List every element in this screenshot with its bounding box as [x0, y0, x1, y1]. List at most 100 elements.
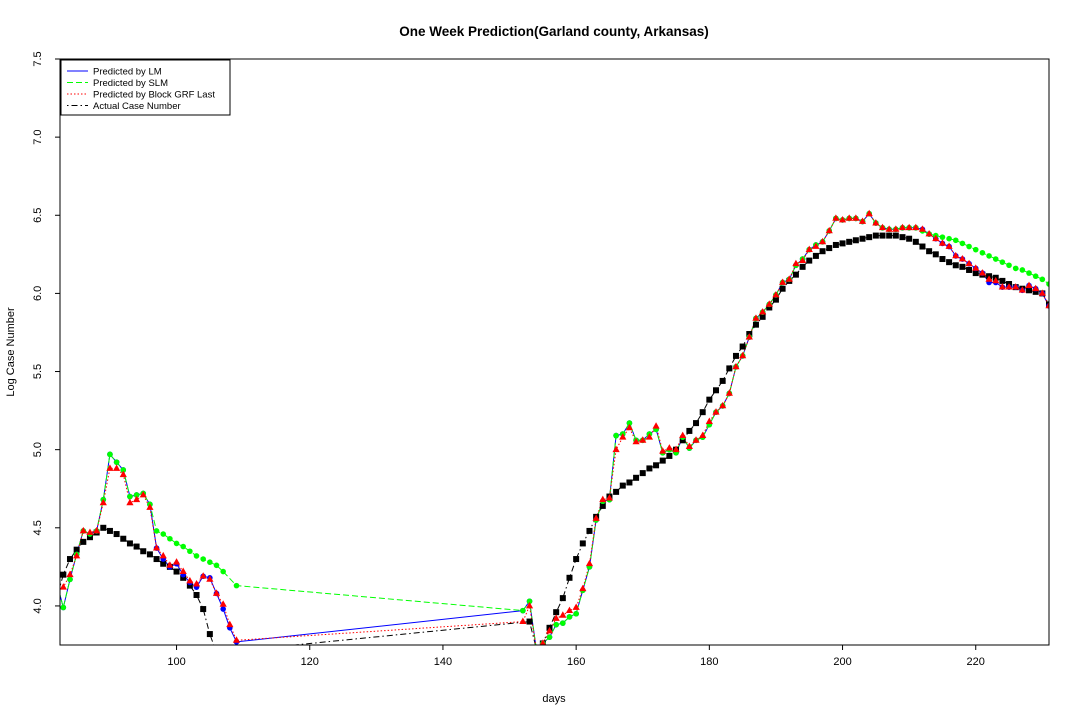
- data-point: [586, 527, 593, 534]
- data-point: [99, 498, 107, 506]
- data-point: [153, 528, 160, 534]
- data-point: [1032, 273, 1039, 280]
- data-point: [739, 351, 747, 359]
- series-markers: [60, 209, 1049, 645]
- data-point: [54, 595, 60, 601]
- data-point: [992, 276, 1000, 284]
- data-point: [1012, 265, 1019, 272]
- y-tick-label: 4.5: [32, 520, 44, 535]
- data-point: [220, 606, 226, 612]
- data-point: [818, 237, 827, 245]
- data-point: [719, 401, 727, 409]
- data-point: [192, 580, 201, 587]
- data-point: [619, 482, 626, 489]
- data-point: [625, 423, 634, 431]
- data-point: [852, 214, 860, 221]
- data-point: [553, 609, 560, 616]
- data-point: [193, 591, 200, 598]
- data-point: [999, 277, 1006, 284]
- data-point: [626, 479, 633, 486]
- series-markers: [60, 210, 1049, 645]
- data-point: [100, 524, 107, 531]
- data-point: [952, 237, 959, 244]
- data-point: [799, 263, 806, 270]
- data-point: [845, 214, 853, 221]
- data-point: [173, 568, 180, 575]
- data-point: [146, 503, 154, 510]
- data-point: [985, 275, 993, 282]
- data-point: [978, 269, 987, 276]
- data-point: [1012, 283, 1020, 290]
- data-point: [966, 266, 973, 273]
- x-tick-label: 160: [567, 656, 585, 668]
- data-point: [686, 427, 693, 434]
- data-point: [592, 514, 600, 521]
- data-point: [66, 556, 73, 563]
- data-point: [553, 621, 559, 628]
- data-point: [1026, 287, 1033, 294]
- data-point: [972, 246, 979, 253]
- data-point: [712, 408, 720, 415]
- data-point: [659, 457, 666, 464]
- data-point: [226, 620, 234, 628]
- data-point: [126, 540, 133, 547]
- data-point: [865, 209, 873, 217]
- data-point: [200, 606, 207, 613]
- data-point: [599, 502, 606, 509]
- data-point: [526, 598, 533, 605]
- data-point: [892, 225, 900, 232]
- series-line: [60, 212, 1049, 645]
- y-tick-label: 4.0: [32, 598, 44, 613]
- data-point: [725, 389, 733, 396]
- data-point: [846, 238, 853, 245]
- data-point: [832, 241, 839, 248]
- data-point: [958, 255, 967, 262]
- data-point: [932, 234, 940, 242]
- data-point: [612, 445, 620, 453]
- data-point: [1006, 262, 1012, 269]
- data-point: [133, 543, 140, 550]
- data-point: [559, 595, 566, 602]
- x-tick-label: 200: [833, 656, 851, 668]
- data-point: [759, 313, 766, 320]
- data-point: [906, 235, 913, 242]
- data-point: [679, 437, 686, 444]
- series-markers: [60, 210, 1049, 645]
- data-point: [779, 278, 787, 285]
- data-point: [126, 498, 134, 506]
- data-point: [173, 540, 180, 547]
- data-point: [60, 604, 67, 611]
- y-tick-label: 6.0: [32, 286, 44, 301]
- data-point: [186, 582, 193, 589]
- data-point: [805, 245, 813, 253]
- data-point: [533, 645, 539, 651]
- data-point: [220, 568, 226, 575]
- data-point: [626, 420, 633, 426]
- data-point: [1005, 283, 1013, 290]
- data-point: [166, 561, 174, 568]
- data-point: [965, 259, 973, 267]
- data-point: [639, 470, 646, 477]
- data-point: [113, 459, 120, 465]
- data-point: [613, 488, 620, 495]
- data-point: [918, 225, 927, 232]
- data-point: [879, 232, 886, 239]
- data-point: [559, 611, 567, 618]
- data-point: [200, 556, 206, 562]
- data-point: [672, 445, 680, 453]
- data-point: [952, 251, 960, 259]
- data-point: [1032, 284, 1040, 292]
- data-point: [73, 551, 81, 559]
- data-point: [932, 251, 939, 258]
- data-point: [925, 230, 933, 237]
- data-point: [219, 600, 227, 607]
- data-point: [179, 567, 187, 574]
- data-point: [792, 271, 799, 278]
- legend-label: Predicted by LM: [93, 67, 162, 78]
- series-line: [60, 235, 1049, 645]
- data-point: [979, 249, 986, 256]
- data-point: [579, 540, 586, 547]
- data-point: [832, 214, 840, 221]
- data-point: [60, 583, 67, 590]
- x-axis: 100 120 140 160 180 200 220: [167, 645, 985, 668]
